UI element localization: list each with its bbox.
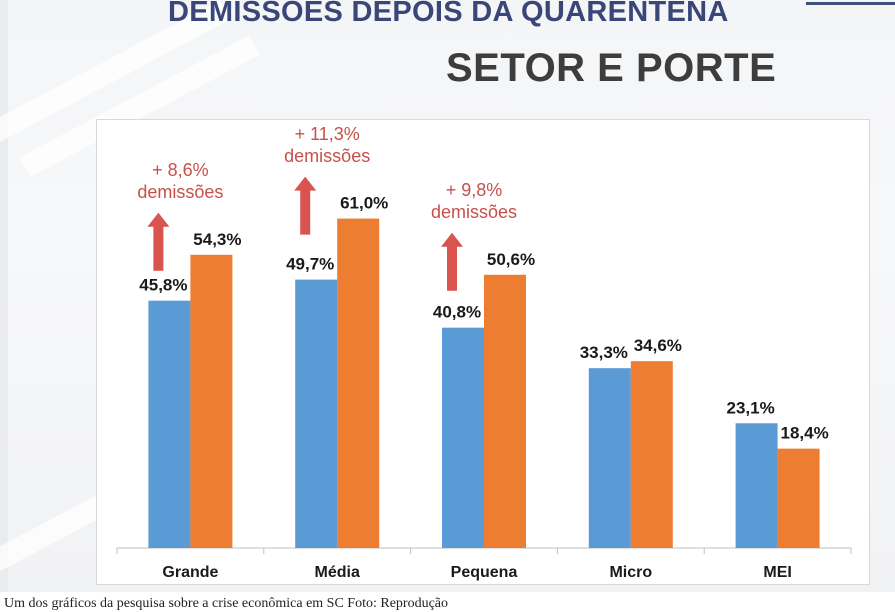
slide-left-bar (0, 0, 8, 592)
annotation-line: demissões (137, 181, 224, 202)
annotation-increase: + 8,6% demissões (137, 159, 223, 203)
x-tick-label: Pequena (451, 564, 518, 581)
bar-series-1 (588, 368, 631, 548)
bar-series-2 (630, 361, 673, 548)
data-label: 18,4% (780, 424, 828, 443)
title-rule (806, 2, 895, 5)
data-label: 33,3% (580, 343, 628, 362)
annotation-line: demissões (284, 145, 371, 166)
slide-subtitle: SETOR E PORTE (446, 46, 777, 90)
annotation-line: + 11,3% (294, 123, 360, 144)
data-label: 61,0% (340, 194, 388, 213)
data-label: 50,6% (487, 250, 535, 269)
slide-image: DEMISSOES DEPOIS DA QUARENTENA SETOR E P… (0, 0, 895, 592)
bar-series-2 (777, 448, 820, 548)
bar-series-1 (148, 300, 191, 548)
data-label: 23,1% (726, 398, 774, 417)
bar-chart: 45,8% 54,3% Grande 49,7% 61,0% Média 40,8% 50,6… (116, 176, 852, 581)
x-tick-label: MEI (763, 564, 791, 581)
data-label: 49,7% (286, 255, 334, 274)
slide-title: DEMISSOES DEPOIS DA QUARENTENA (168, 0, 729, 28)
bar-series-2 (484, 274, 526, 548)
annotation-increase: + 11,3% demissões (284, 123, 370, 167)
up-arrow-icon (147, 212, 170, 271)
bar-series-1 (442, 327, 484, 548)
data-label: 54,3% (193, 230, 241, 249)
annotation-line: + 8,6% (152, 159, 209, 180)
bar-series-1 (735, 423, 778, 548)
x-tick-label: Grande (162, 564, 218, 581)
x-tick-label: Micro (609, 564, 652, 581)
bar-series-2 (190, 254, 233, 548)
data-label: 40,8% (433, 303, 481, 322)
data-label: 34,6% (634, 336, 682, 355)
up-arrow-icon (441, 232, 463, 291)
data-label: 45,8% (139, 276, 187, 295)
annotation-line: + 9,8% (445, 179, 503, 200)
annotation-increase: + 9,8% demissões (431, 179, 517, 223)
image-caption: Um dos gráficos da pesquisa sobre a cris… (4, 596, 449, 611)
bar-series-2 (337, 218, 380, 548)
bar-series-1 (295, 279, 338, 548)
x-tick-label: Média (315, 564, 360, 581)
chart-plot-area: 45,8% 54,3% Grande 49,7% 61,0% Média 40,8% 50,6… (96, 119, 870, 585)
annotation-line: demissões (430, 201, 518, 222)
up-arrow-icon (294, 176, 317, 235)
